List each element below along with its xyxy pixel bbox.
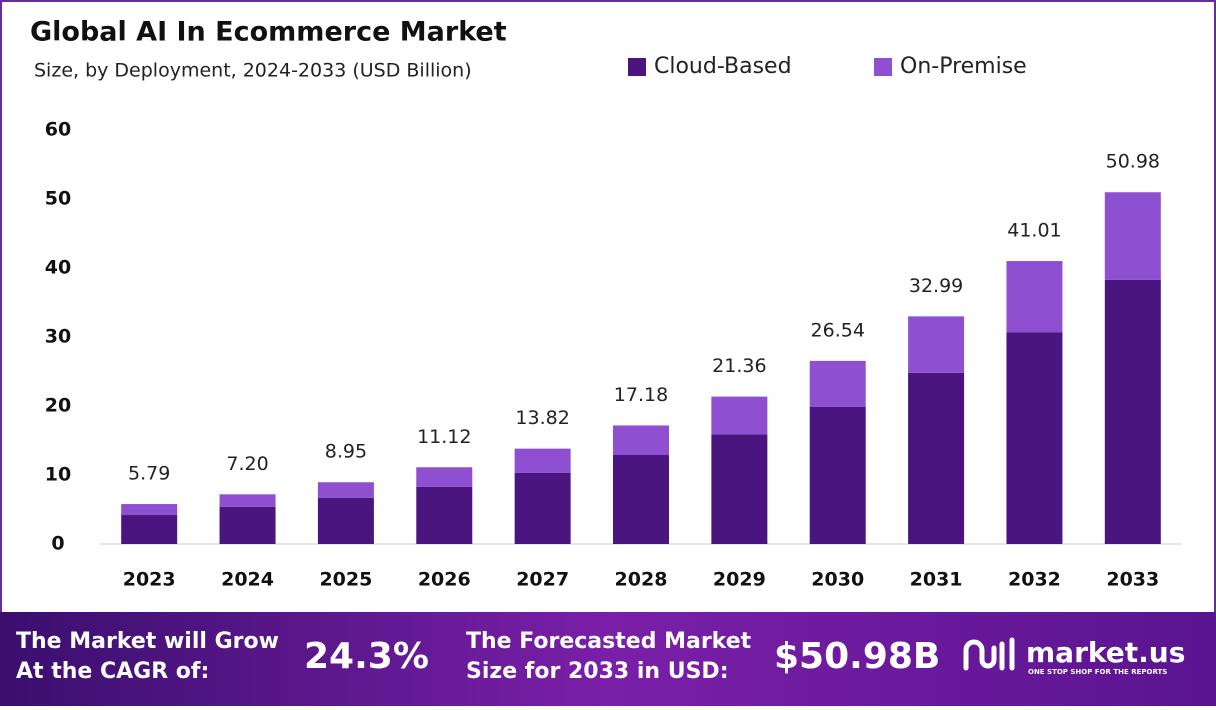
- chart-title: Global AI In Ecommerce Market: [30, 17, 507, 48]
- y-tick-label: 10: [45, 464, 71, 486]
- forecast-value: $50.98B: [774, 636, 940, 677]
- y-tick-label: 60: [45, 119, 71, 141]
- forecast-text: The Forecasted Market: [466, 629, 752, 654]
- brand: market.us: [1026, 636, 1185, 669]
- bar-segment: [1104, 279, 1161, 544]
- x-tick-label: 2030: [811, 569, 864, 591]
- y-tick-label: 20: [45, 395, 71, 417]
- bar-segment: [514, 448, 571, 473]
- legend-label: Cloud-Based: [654, 54, 792, 79]
- tagline: ONE STOP SHOP FOR THE REPORTS: [1028, 668, 1167, 676]
- total-label: 5.79: [128, 463, 170, 485]
- bar-segment: [1006, 332, 1063, 544]
- cagr-text: The Market will Grow: [16, 629, 279, 654]
- bar-segment: [219, 506, 276, 544]
- brand-logo: [963, 637, 1015, 671]
- legend-label: On-Premise: [900, 54, 1027, 79]
- y-tick-label: 30: [45, 326, 71, 348]
- chart-subtitle: Size, by Deployment, 2024-2033 (USD Bill…: [34, 60, 472, 82]
- x-tick-label: 2026: [418, 569, 471, 591]
- x-tick-label: 2025: [319, 569, 372, 591]
- bar-segment: [711, 434, 768, 544]
- y-tick-label: 40: [45, 257, 71, 279]
- footer: The Market will Grow At the CAGR of: 24.…: [16, 629, 1185, 684]
- bar-segment: [317, 497, 374, 544]
- bar-segment: [809, 360, 866, 407]
- bar-segment: [613, 425, 669, 455]
- x-tick-label: 2029: [713, 569, 766, 591]
- y-tick-label: 50: [45, 188, 71, 210]
- legend-swatch: [874, 58, 892, 76]
- bar-segment: [121, 504, 178, 516]
- total-label: 11.12: [417, 426, 471, 448]
- x-tick-label: 2027: [516, 569, 569, 591]
- x-tick-label: 2024: [221, 569, 274, 591]
- x-tick-label: 2033: [1106, 569, 1159, 591]
- legend-swatch: [628, 58, 646, 76]
- cagr-value: 24.3%: [304, 636, 429, 677]
- bar-segment: [219, 494, 276, 507]
- bar-segment: [121, 515, 178, 544]
- bar-segment: [1104, 192, 1161, 280]
- cagr-text: At the CAGR of:: [16, 659, 209, 684]
- total-label: 7.20: [226, 453, 268, 475]
- total-label: 17.18: [614, 384, 668, 406]
- bar-segment: [514, 472, 571, 544]
- x-tick-label: 2023: [123, 569, 176, 591]
- total-label: 41.01: [1007, 220, 1061, 242]
- total-label: 13.82: [515, 407, 569, 429]
- bar-segment: [317, 482, 374, 498]
- total-label: 32.99: [909, 275, 963, 297]
- bar-segment: [1006, 261, 1063, 333]
- bar-segment: [416, 486, 473, 544]
- total-label: 8.95: [325, 441, 367, 463]
- bar-segment: [416, 467, 473, 487]
- x-tick-label: 2031: [910, 569, 963, 591]
- y-tick-label: 0: [51, 533, 64, 555]
- x-tick-label: 2028: [615, 569, 668, 591]
- total-label: 50.98: [1106, 151, 1160, 173]
- total-label: 26.54: [811, 319, 865, 341]
- x-tick-label: 2032: [1008, 569, 1061, 591]
- bar-segment: [908, 372, 965, 544]
- bar-segment: [711, 396, 768, 435]
- bar-segment: [809, 406, 866, 544]
- bar-segment: [908, 316, 965, 373]
- bar-segment: [613, 454, 669, 544]
- forecast-text: Size for 2033 in USD:: [466, 659, 729, 684]
- total-label: 21.36: [712, 355, 766, 377]
